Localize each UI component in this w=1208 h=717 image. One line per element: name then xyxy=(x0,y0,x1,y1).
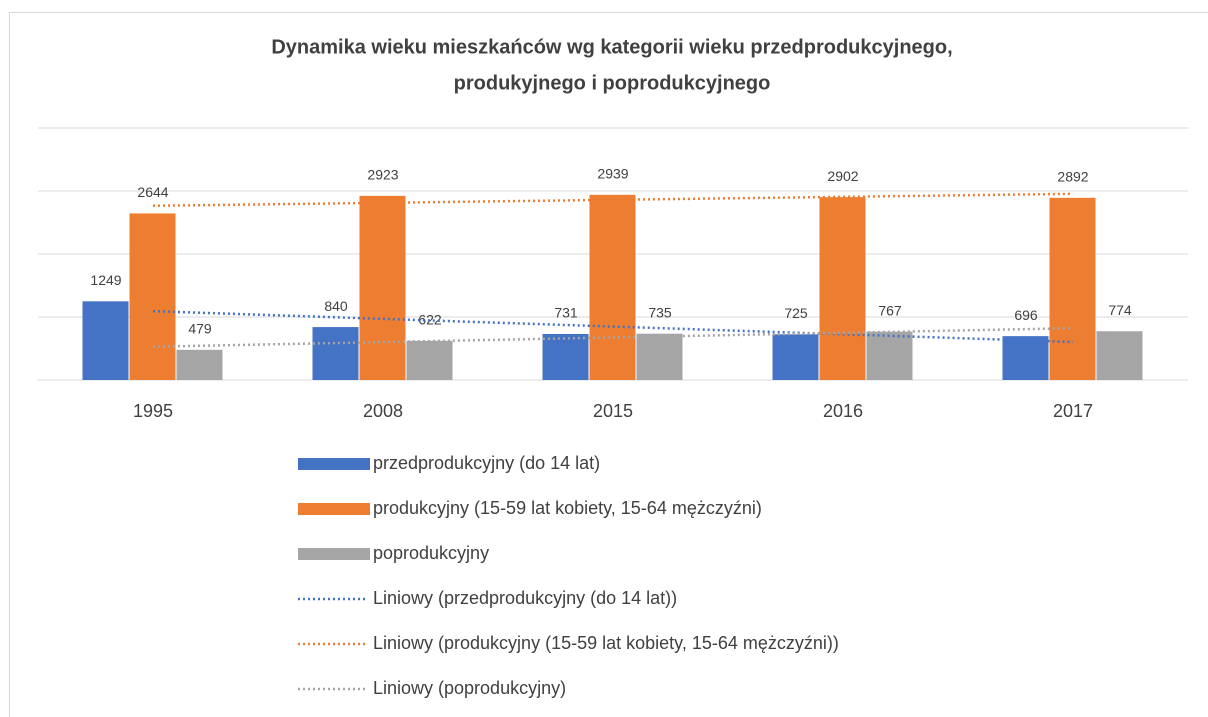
data-label: 622 xyxy=(418,312,442,328)
legend-label: Liniowy (poprodukcyjny) xyxy=(373,678,566,698)
bar xyxy=(1002,336,1049,380)
legend-swatch xyxy=(298,548,370,560)
data-label: 2892 xyxy=(1057,169,1088,185)
bar xyxy=(312,327,359,380)
bar xyxy=(1096,331,1143,380)
data-label: 774 xyxy=(1108,302,1132,318)
bar xyxy=(772,334,819,380)
x-tick-label: 2015 xyxy=(593,401,633,421)
data-label: 725 xyxy=(784,305,808,321)
data-label: 735 xyxy=(648,304,672,320)
chart-title: produkyjnego i poprodukcyjnego xyxy=(454,72,771,94)
bar xyxy=(542,333,589,380)
bar xyxy=(866,331,913,380)
legend-label: przedprodukcyjny (do 14 lat) xyxy=(373,453,600,473)
trendline xyxy=(152,326,1074,348)
data-label: 2644 xyxy=(137,184,168,200)
bar xyxy=(82,301,129,380)
data-label: 2939 xyxy=(597,166,628,182)
legend-label: produkcyjny (15-59 lat kobiety, 15-64 mę… xyxy=(373,498,762,518)
legend-swatch xyxy=(298,458,370,470)
data-label: 2923 xyxy=(367,167,398,183)
legend-label: poprodukcyjny xyxy=(373,543,489,563)
data-label: 479 xyxy=(188,321,212,337)
bar xyxy=(129,213,176,380)
x-tick-label: 2016 xyxy=(823,401,863,421)
data-label: 731 xyxy=(554,305,578,321)
data-label: 767 xyxy=(878,302,902,318)
x-tick-label: 2008 xyxy=(363,401,403,421)
trendline xyxy=(152,192,1074,208)
bar xyxy=(406,340,453,380)
legend-label: Liniowy (produkcyjny (15-59 lat kobiety,… xyxy=(373,633,839,653)
legend-label: Liniowy (przedprodukcyjny (do 14 lat)) xyxy=(373,588,677,608)
data-label: 696 xyxy=(1014,307,1038,323)
trendline xyxy=(152,309,1074,344)
data-label: 1249 xyxy=(90,272,121,288)
bar xyxy=(819,197,866,380)
x-tick-label: 2017 xyxy=(1053,401,1093,421)
bar xyxy=(359,195,406,380)
legend-swatch xyxy=(298,503,370,515)
bar xyxy=(1049,197,1096,380)
bar xyxy=(636,333,683,380)
chart-title: Dynamika wieku mieszkańców wg kategorii … xyxy=(271,36,952,58)
bar xyxy=(589,194,636,380)
x-tick-label: 1995 xyxy=(133,401,173,421)
data-label: 840 xyxy=(324,298,348,314)
data-label: 2902 xyxy=(827,168,858,184)
bar xyxy=(176,349,223,380)
